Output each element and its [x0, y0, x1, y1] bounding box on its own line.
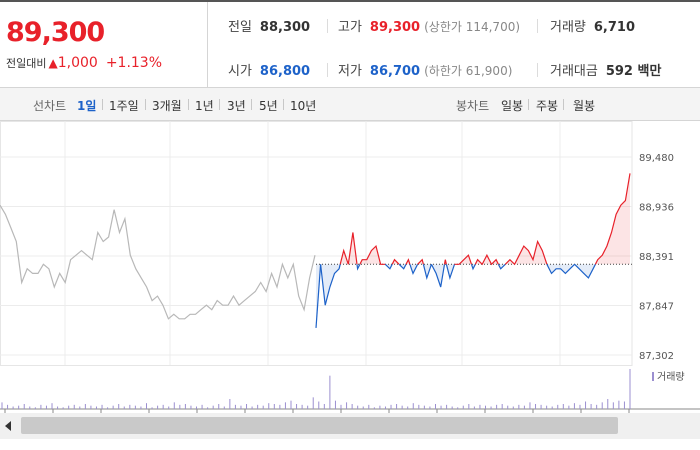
tab-period-1d[interactable]: 1일	[77, 99, 97, 113]
down-line	[409, 264, 419, 275]
open-stat: 시가 86,800	[228, 60, 310, 79]
up-area	[475, 255, 499, 265]
up-line	[443, 259, 447, 265]
up-line	[339, 232, 358, 265]
tab-divider	[188, 99, 189, 110]
tab-divider	[528, 99, 529, 110]
amount-value: 592 백만	[605, 64, 662, 79]
down-area	[409, 264, 418, 274]
low-stat: 저가 86,700 (하한가 61,900)	[338, 60, 512, 79]
up-line	[359, 244, 386, 265]
scrollbar-thumb[interactable]	[21, 417, 618, 434]
divider	[537, 63, 538, 77]
down-area	[574, 264, 596, 278]
tab-period-10y[interactable]: 10년	[290, 99, 317, 113]
stock-summary: 89,300 전일대비 ▲1,000 +1.13% 전일 88,300 고가 89,30…	[0, 0, 700, 88]
low-value: 86,700	[369, 64, 421, 79]
up-area	[595, 173, 630, 265]
price-chart-svg: 89,480 88,936 88,391 87,847 87,302 거래량	[0, 121, 700, 413]
change-row: 전일대비 ▲1,000 +1.13%	[6, 55, 162, 71]
down-line	[574, 263, 596, 279]
divider	[327, 19, 328, 33]
volume-label: 거래량	[550, 20, 586, 35]
prev-close-value: 88,300	[259, 20, 311, 35]
price-box: 89,300 전일대비 ▲1,000 +1.13%	[0, 2, 208, 88]
change-label: 전일대비	[6, 57, 47, 70]
up-area	[340, 232, 357, 265]
down-line	[445, 264, 456, 281]
volume-value: 6,710	[593, 20, 636, 35]
down-area	[446, 264, 455, 278]
tab-divider	[563, 99, 564, 110]
amount-label: 거래대금	[550, 64, 598, 79]
high-label: 고가	[338, 20, 362, 35]
tab-divider	[145, 99, 146, 110]
up-line	[504, 239, 548, 266]
plot-frame	[0, 121, 633, 366]
down-line	[430, 264, 446, 288]
change-value: 1,000	[57, 55, 98, 71]
high-value: 89,300	[369, 20, 421, 35]
up-triangle-icon: ▲	[48, 56, 58, 70]
tab-period-3m[interactable]: 3개월	[152, 99, 182, 113]
y-tick-label: 87,847	[639, 301, 674, 312]
down-area	[423, 264, 432, 278]
tab-divider	[283, 99, 284, 110]
tab-candle-weekly[interactable]: 주봉	[536, 99, 559, 113]
up-line	[474, 253, 499, 266]
down-line	[315, 264, 322, 328]
tab-period-1y[interactable]: 1년	[195, 99, 214, 113]
down-line	[470, 264, 476, 271]
line-chart-title: 선차트	[33, 99, 67, 113]
chart-tab-bar: 선차트 1일 1주일 3개월 1년 3년 5년 10년 봉차트 일봉 주봉 월봉	[0, 88, 700, 121]
tab-candle-daily[interactable]: 일봉	[501, 99, 524, 113]
y-tick-label: 87,302	[639, 351, 674, 362]
volume-legend-label: 거래량	[657, 371, 685, 383]
divider	[327, 63, 328, 77]
open-value: 86,800	[259, 64, 311, 79]
y-tick-label: 88,391	[639, 252, 674, 263]
y-tick-label: 88,936	[639, 202, 674, 213]
change-percent: +1.13%	[105, 55, 163, 71]
price-chart[interactable]: 89,480 88,936 88,391 87,847 87,302 거래량	[0, 121, 700, 413]
up-line	[391, 258, 400, 265]
tab-divider	[219, 99, 220, 110]
up-line	[405, 258, 411, 265]
down-line	[356, 264, 361, 271]
up-line	[454, 254, 473, 265]
volume-stat: 거래량 6,710	[550, 16, 635, 35]
lower-limit: (하한가 61,900)	[424, 64, 513, 78]
down-line	[398, 263, 407, 270]
tab-candle-monthly[interactable]: 월봉	[573, 99, 596, 113]
chart-scrollbar[interactable]	[0, 413, 700, 439]
tab-period-5y[interactable]: 5년	[259, 99, 278, 113]
down-line	[422, 264, 432, 281]
previous-day-line	[0, 204, 316, 320]
down-line	[320, 264, 341, 306]
down-line	[497, 263, 506, 270]
candle-chart-title: 봉차트	[456, 99, 490, 113]
high-stat: 고가 89,300 (상한가 114,700)	[338, 16, 520, 35]
upper-limit: (상한가 114,700)	[424, 20, 521, 34]
scroll-left-arrow-icon[interactable]	[2, 419, 14, 433]
prev-close-stat: 전일 88,300	[228, 16, 310, 35]
low-label: 저가	[338, 64, 362, 79]
prev-close-label: 전일	[228, 20, 252, 35]
tab-divider	[102, 99, 103, 110]
y-tick-label: 89,480	[639, 153, 674, 164]
tab-period-3y[interactable]: 3년	[227, 99, 246, 113]
up-line	[417, 258, 424, 265]
amount-stat: 거래대금 592 백만	[550, 60, 661, 79]
up-line	[594, 173, 631, 265]
down-line	[384, 263, 393, 270]
down-line	[546, 263, 576, 275]
current-price: 89,300	[6, 17, 105, 48]
open-label: 시가	[228, 64, 252, 79]
up-area	[454, 255, 472, 265]
volume-legend-swatch	[652, 372, 654, 381]
divider	[537, 19, 538, 33]
tab-divider	[251, 99, 252, 110]
tab-period-1w[interactable]: 1주일	[109, 99, 139, 113]
